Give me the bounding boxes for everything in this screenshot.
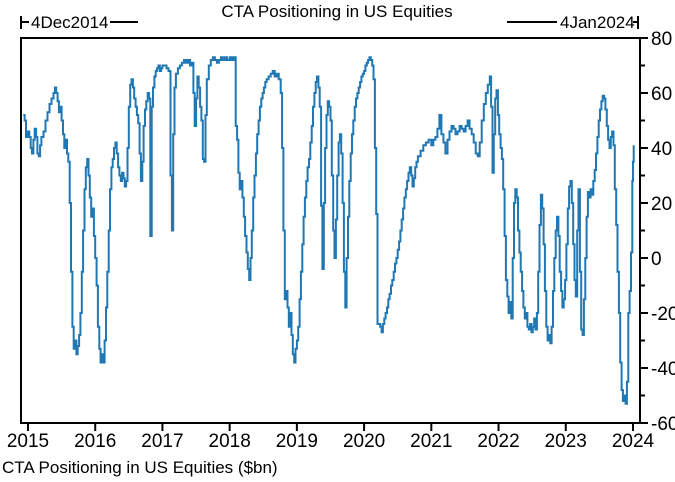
y-tick-label: 20 <box>651 194 672 215</box>
y-tick-label: -20 <box>651 304 675 325</box>
chart-title: CTA Positioning in US Equities <box>221 2 452 21</box>
x-tick-label: 2021 <box>410 431 452 452</box>
y-axis: 80 60 40 20 0 -20 -40 -60 <box>640 29 675 435</box>
y-tick-label: 80 <box>651 29 672 50</box>
plot-frame <box>20 37 641 424</box>
x-axis: 2015 2016 2017 2018 2019 2020 2021 2022 2023 2024 <box>7 423 655 452</box>
range-marker-start: 4Dec2014 <box>20 13 138 32</box>
series-line <box>23 56 635 405</box>
chart-caption: CTA Positioning in US Equities ($bn) <box>2 458 278 477</box>
y-tick-label: 60 <box>651 84 672 105</box>
y-tick-label: 40 <box>651 139 672 160</box>
x-tick-label: 2017 <box>141 431 183 452</box>
x-tick-label: 2018 <box>209 431 251 452</box>
x-tick-label: 2016 <box>74 431 116 452</box>
range-start-label: 4Dec2014 <box>31 13 109 32</box>
range-end-label: 4Jan2024 <box>560 13 635 32</box>
x-tick-label: 2020 <box>343 431 385 452</box>
x-tick-label: 2015 <box>7 431 49 452</box>
x-tick-label: 2024 <box>612 431 655 452</box>
data-series <box>23 56 635 405</box>
x-tick-label: 2022 <box>477 431 519 452</box>
range-marker-end: 4Jan2024 <box>507 13 639 32</box>
y-tick-label: 0 <box>651 249 662 270</box>
y-tick-label: -60 <box>651 414 675 435</box>
x-tick-label: 2023 <box>545 431 587 452</box>
y-tick-label: -40 <box>651 359 675 380</box>
x-tick-label: 2019 <box>276 431 318 452</box>
